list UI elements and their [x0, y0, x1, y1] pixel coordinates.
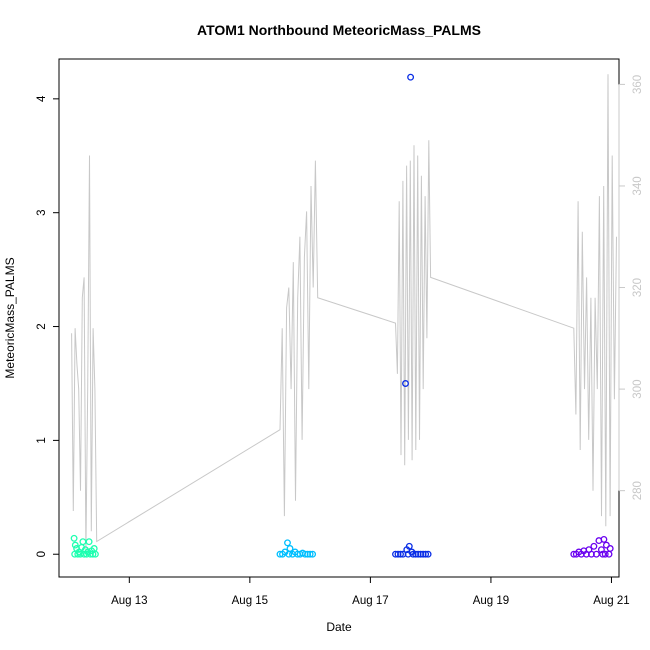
data-point: [600, 535, 608, 543]
secondary-axis-tick-label: 280: [632, 481, 644, 500]
secondary-line-series: [71, 74, 617, 552]
data-point: [85, 538, 93, 546]
x-axis-label: Date: [326, 620, 352, 634]
data-point: [597, 546, 605, 554]
data-point: [424, 550, 432, 558]
data-point: [79, 538, 87, 546]
data-point: [71, 541, 79, 549]
y-axis-tick-label: 4: [36, 95, 48, 102]
data-point: [601, 550, 609, 558]
y-axis: 0 1 2 3 4: [36, 95, 59, 557]
x-axis-tick-label: Aug 15: [232, 595, 268, 607]
data-point: [76, 550, 84, 558]
y-axis-tick-label: 2: [36, 323, 48, 329]
y-axis-label: MeteoricMass_PALMS: [3, 257, 17, 378]
secondary-axis-tick-label: 360: [632, 75, 644, 94]
data-point: [286, 545, 294, 552]
y-axis-tick-label: 0: [36, 551, 48, 557]
secondary-axis-tick-label: 340: [632, 176, 644, 195]
plot-frame: [58, 58, 620, 578]
secondary-axis: 280 300 320 340 360: [618, 75, 644, 500]
x-axis-tick-label: Aug 17: [352, 595, 388, 607]
data-point: [402, 380, 409, 387]
data-point: [590, 542, 598, 550]
scatter-points: [70, 73, 614, 558]
data-point: [407, 73, 415, 81]
chart-title: ATOM1 Northbound MeteoricMass_PALMS: [197, 22, 481, 38]
y-axis-tick-label: 1: [36, 437, 48, 443]
data-point: [405, 542, 413, 550]
data-point: [602, 541, 610, 549]
y-axis-tick-label: 3: [36, 209, 48, 215]
data-point: [91, 550, 99, 558]
data-point: [309, 550, 317, 558]
data-point: [592, 550, 600, 558]
data-point: [306, 550, 314, 558]
data-point: [599, 550, 607, 558]
data-point: [606, 545, 614, 552]
data-point: [70, 534, 78, 542]
secondary-line: [71, 74, 617, 552]
secondary-axis-tick-label: 300: [632, 380, 644, 399]
x-axis: Aug 13 Aug 15 Aug 17 Aug 19 Aug 21: [111, 576, 630, 607]
x-axis-tick-label: Aug 19: [473, 595, 509, 607]
secondary-axis-tick-label: 320: [632, 278, 644, 297]
data-point: [605, 550, 613, 558]
x-axis-tick-label: Aug 21: [593, 595, 629, 607]
data-point: [397, 550, 404, 558]
x-axis-tick-label: Aug 13: [111, 595, 147, 607]
data-point: [422, 550, 430, 558]
data-point: [284, 539, 291, 547]
